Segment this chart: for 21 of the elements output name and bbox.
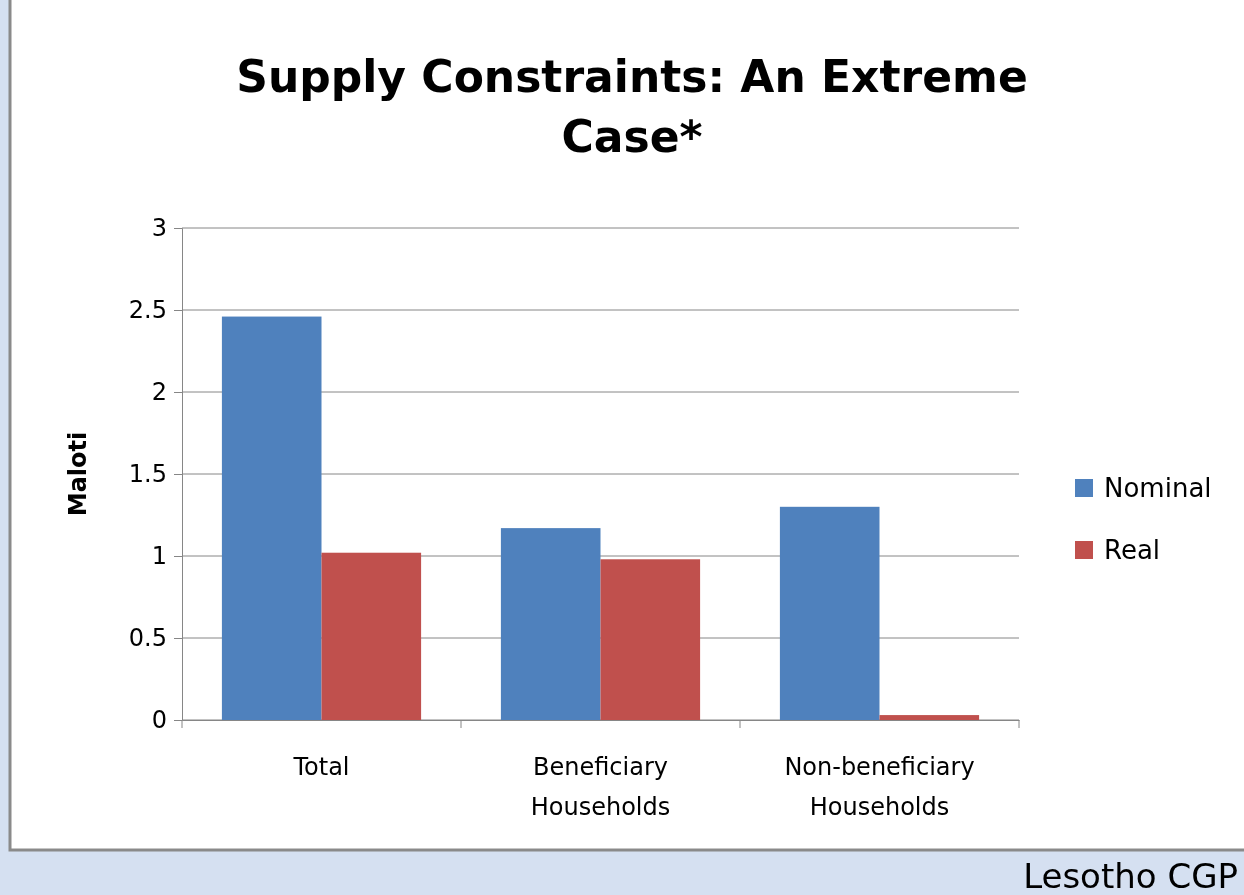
y-tick-label: 3	[151, 214, 167, 243]
y-axis-title: Maloti	[64, 431, 92, 517]
bar	[321, 552, 422, 720]
chart-title: Supply Constraints: An Extreme Case*	[236, 51, 1028, 162]
text: Lesotho CGP	[1023, 856, 1238, 895]
y-tick-label: 0	[151, 706, 167, 735]
x-tick-label: Beneficiary Households	[530, 753, 671, 821]
y-tick-label: 0.5	[128, 624, 167, 653]
y-tick-label: 2	[151, 378, 167, 407]
y-tick-label: 2.5	[128, 296, 167, 325]
bar	[221, 316, 322, 720]
legend-label: Nominal	[1104, 473, 1212, 503]
bar	[600, 559, 701, 720]
legend-label: Real	[1104, 535, 1161, 565]
bar	[779, 506, 880, 720]
y-tick-label: 1.5	[128, 460, 167, 489]
y-tick-label: 1	[151, 542, 167, 571]
bar	[500, 528, 601, 720]
x-tick-label: Non-beneficiary Households	[784, 753, 975, 821]
bar	[879, 715, 980, 720]
x-tick-label: Total	[292, 753, 350, 781]
